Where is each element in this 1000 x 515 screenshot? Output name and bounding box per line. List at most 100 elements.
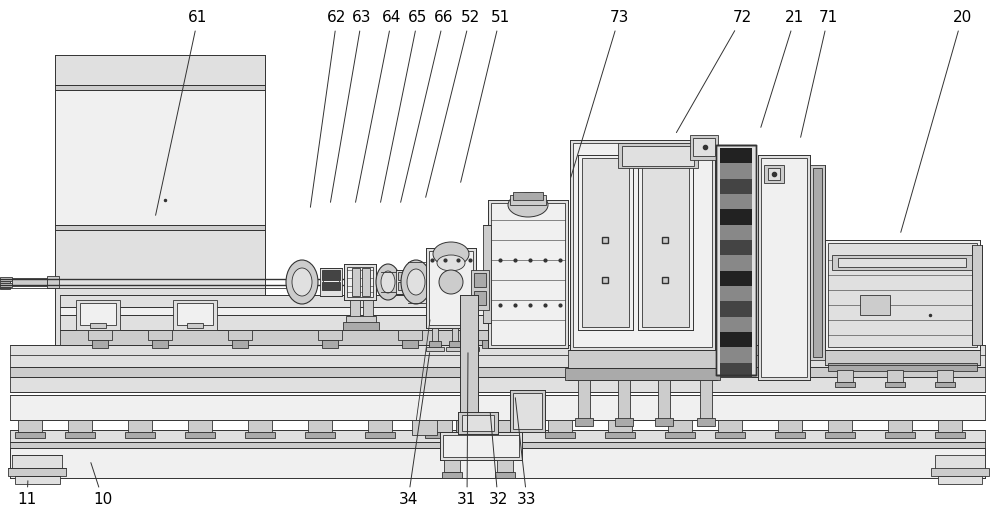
Bar [761, 158, 807, 377]
Bar [608, 420, 632, 432]
Bar [622, 146, 694, 166]
Bar [832, 255, 972, 270]
Bar [491, 203, 565, 345]
Text: 32: 32 [488, 413, 508, 507]
Bar [720, 317, 752, 332]
Bar [10, 395, 985, 420]
Bar [60, 315, 550, 330]
Bar [720, 194, 752, 209]
Bar [935, 382, 955, 387]
Bar [18, 420, 42, 432]
Bar [10, 367, 985, 377]
Bar [65, 432, 95, 438]
Bar [308, 420, 332, 432]
Bar [665, 432, 695, 438]
Bar [828, 420, 852, 432]
Bar [935, 432, 965, 438]
Bar [615, 418, 633, 426]
Bar [768, 168, 780, 180]
Bar [605, 432, 635, 438]
Bar [720, 347, 752, 363]
Bar [813, 168, 822, 357]
Text: 11: 11 [17, 481, 37, 507]
Bar [128, 420, 152, 432]
Text: 10: 10 [91, 462, 113, 507]
Bar [658, 380, 670, 420]
Bar [715, 432, 745, 438]
Text: 34: 34 [398, 353, 430, 507]
Ellipse shape [508, 193, 548, 217]
Text: 65: 65 [381, 10, 428, 202]
Bar [885, 432, 915, 438]
Bar [432, 328, 438, 343]
Bar [425, 432, 455, 438]
Bar [426, 347, 444, 351]
Bar [582, 158, 629, 327]
Bar [565, 368, 720, 380]
Bar [483, 225, 491, 323]
Bar [835, 382, 855, 387]
Bar [937, 370, 953, 382]
Bar [825, 240, 980, 350]
Bar [55, 230, 265, 345]
Bar [720, 148, 752, 163]
Text: 31: 31 [457, 353, 477, 507]
Text: 20: 20 [901, 10, 972, 232]
Bar [232, 340, 248, 348]
Bar [305, 432, 335, 438]
Bar [0, 281, 10, 283]
Bar [55, 90, 265, 225]
Bar [720, 301, 752, 317]
Bar [318, 330, 342, 340]
Bar [570, 140, 715, 350]
Ellipse shape [407, 269, 425, 295]
Bar [838, 258, 966, 267]
Bar [488, 420, 512, 432]
Bar [618, 380, 630, 420]
Text: 63: 63 [330, 10, 372, 202]
Bar [638, 155, 693, 330]
Bar [452, 328, 458, 343]
Bar [720, 363, 752, 378]
Bar [461, 347, 479, 351]
Bar [350, 300, 360, 318]
Bar [60, 330, 550, 345]
Bar [837, 370, 853, 382]
Bar [510, 390, 545, 432]
Bar [402, 340, 418, 348]
Bar [458, 412, 498, 434]
Bar [545, 432, 575, 438]
Bar [513, 192, 543, 200]
Bar [10, 430, 985, 442]
Bar [125, 432, 155, 438]
Text: 66: 66 [401, 10, 454, 202]
Bar [935, 455, 985, 473]
Bar [456, 420, 482, 432]
Bar [344, 264, 376, 300]
Bar [365, 432, 395, 438]
Bar [177, 303, 213, 325]
Text: 71: 71 [801, 10, 838, 138]
Bar [443, 435, 519, 457]
Bar [668, 420, 692, 432]
Bar [642, 158, 689, 327]
Bar [322, 282, 340, 290]
Bar [888, 420, 912, 432]
Bar [720, 225, 752, 240]
Text: 72: 72 [676, 10, 752, 132]
Bar [478, 330, 502, 340]
Bar [55, 85, 265, 90]
Bar [482, 340, 498, 348]
Bar [720, 332, 752, 347]
Bar [885, 382, 905, 387]
Bar [720, 179, 752, 194]
Text: 73: 73 [571, 10, 629, 177]
Bar [90, 323, 106, 328]
Bar [362, 268, 370, 296]
Bar [578, 380, 590, 420]
Bar [464, 341, 476, 347]
Text: 52: 52 [426, 10, 480, 197]
Bar [758, 155, 810, 380]
Bar [248, 420, 272, 432]
Bar [716, 145, 756, 375]
